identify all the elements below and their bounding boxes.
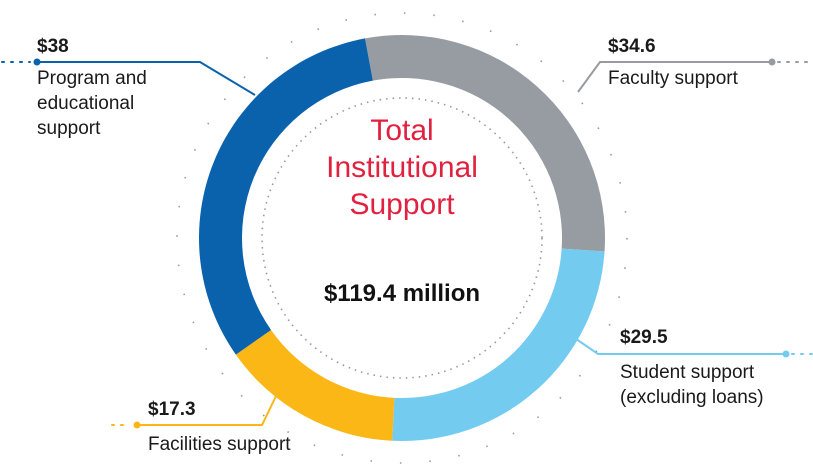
chart-title: Total Institutional Support <box>326 114 478 221</box>
category-label: Facilities support <box>148 434 291 455</box>
category-label: Student support (excluding loans) <box>620 362 764 408</box>
value-label: $17.3 <box>148 399 196 420</box>
donut-segment <box>392 248 605 441</box>
arcs <box>199 35 605 441</box>
leader-line <box>138 391 279 426</box>
total-label: $119.4 million <box>323 280 481 307</box>
donut-segment <box>365 35 605 252</box>
outer-dots <box>176 12 628 464</box>
donut-segment <box>199 38 373 355</box>
value-label: $34.6 <box>608 36 656 57</box>
leader-line <box>559 327 785 355</box>
leader-dot <box>133 421 141 429</box>
inner-dots <box>261 97 543 379</box>
value-label: $38 <box>37 36 69 57</box>
category-label: Program and educational support <box>37 68 147 139</box>
leader-line <box>577 61 770 93</box>
category-label: Faculty support <box>608 68 738 89</box>
leader-dot <box>768 58 776 66</box>
value-label: $29.5 <box>620 327 668 348</box>
donut-segment <box>235 329 395 441</box>
leader-line <box>37 61 256 96</box>
leader-dot <box>33 58 41 66</box>
leader-dot <box>782 350 790 358</box>
leaders <box>1 58 813 429</box>
